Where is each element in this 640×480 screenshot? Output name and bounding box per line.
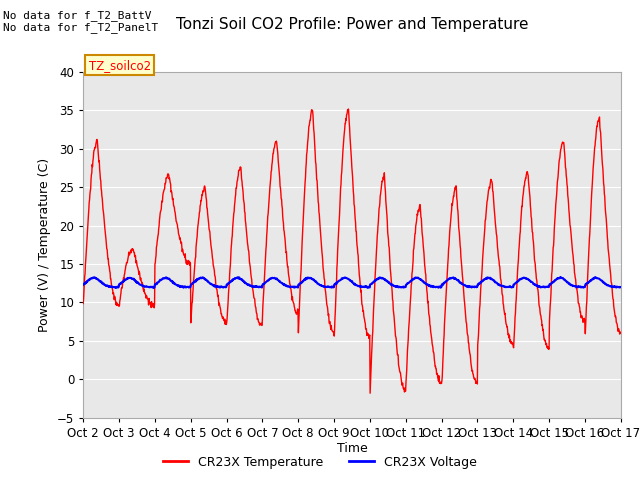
Legend: CR23X Temperature, CR23X Voltage: CR23X Temperature, CR23X Voltage xyxy=(159,451,481,474)
Text: No data for f_T2_BattV: No data for f_T2_BattV xyxy=(3,10,152,21)
Text: No data for f_T2_PanelT: No data for f_T2_PanelT xyxy=(3,22,159,33)
X-axis label: Time: Time xyxy=(337,443,367,456)
Text: Tonzi Soil CO2 Profile: Power and Temperature: Tonzi Soil CO2 Profile: Power and Temper… xyxy=(176,17,528,32)
Y-axis label: Power (V) / Temperature (C): Power (V) / Temperature (C) xyxy=(38,158,51,332)
Text: TZ_soilco2: TZ_soilco2 xyxy=(88,59,150,72)
